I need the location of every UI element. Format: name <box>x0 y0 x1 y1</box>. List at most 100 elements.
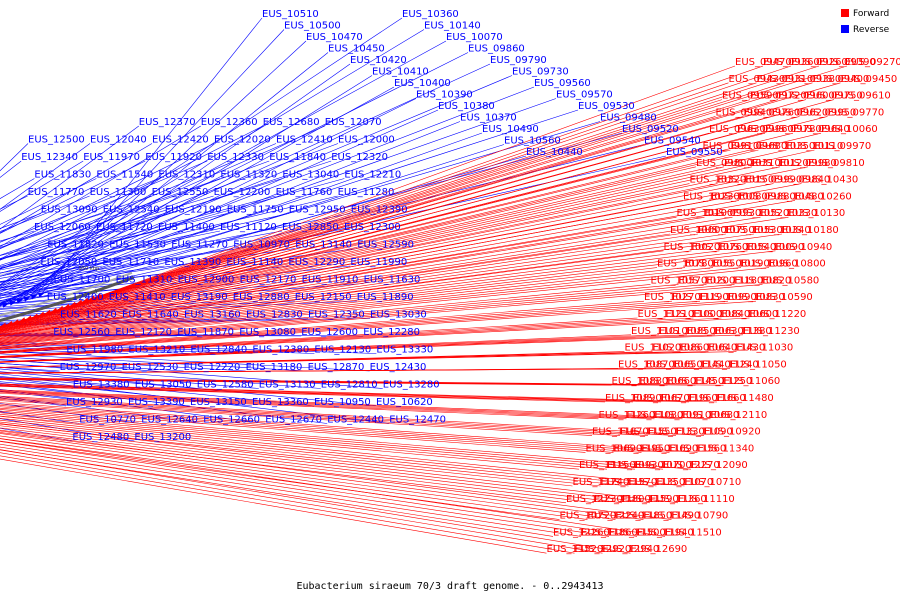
forward-gene-label[interactable]: EUS_10680 <box>683 410 740 421</box>
forward-gene-label[interactable]: EUS_11340 <box>698 443 755 454</box>
reverse-gene-label[interactable]: EUS_10490 <box>482 124 539 135</box>
reverse-gene-arrow[interactable] <box>9 300 16 306</box>
reverse-gene-label[interactable]: EUS_12050 <box>40 257 97 268</box>
forward-gene-label[interactable]: EUS_11030 <box>737 343 794 354</box>
forward-gene-label[interactable]: EUS_12090 <box>691 460 748 471</box>
forward-gene-label[interactable]: EUS_10060 <box>821 124 878 135</box>
reverse-gene-label[interactable]: EUS_13090 <box>41 205 98 216</box>
forward-gene-label[interactable]: EUS_09470 <box>735 57 792 68</box>
reverse-gene-label[interactable]: EUS_11530 <box>109 240 166 251</box>
forward-gene-label[interactable]: EUS_11250 <box>696 376 753 387</box>
reverse-gene-label[interactable]: EUS_11270 <box>171 240 228 251</box>
forward-gene-arrow[interactable] <box>38 311 45 317</box>
reverse-gene-label[interactable]: EUS_09540 <box>644 136 701 147</box>
forward-gene-label[interactable]: EUS_10910 <box>655 410 712 421</box>
reverse-gene-label[interactable]: EUS_10510 <box>262 9 319 20</box>
reverse-gene-label[interactable]: EUS_09530 <box>578 101 635 112</box>
forward-gene-label[interactable]: EUS_10480 <box>767 191 824 202</box>
forward-gene-label[interactable]: EUS_11550 <box>620 427 677 438</box>
reverse-gene-label[interactable]: EUS_12840 <box>190 345 247 356</box>
forward-gene-label[interactable]: EUS_10850 <box>659 326 716 337</box>
forward-gene-label[interactable]: EUS_11850 <box>616 511 673 522</box>
forward-gene-label[interactable]: EUS_09430 <box>729 74 786 85</box>
forward-gene-label[interactable]: EUS_11480 <box>717 393 774 404</box>
forward-gene-label[interactable]: EUS_10920 <box>704 427 761 438</box>
forward-gene-arrow[interactable] <box>63 303 71 309</box>
reverse-gene-label[interactable]: EUS_11540 <box>96 170 153 181</box>
reverse-gene-label[interactable]: EUS_12880 <box>233 292 290 303</box>
forward-gene-label[interactable]: EUS_10870 <box>618 359 675 370</box>
forward-gene-label[interactable]: EUS_10120 <box>752 158 809 169</box>
forward-gene-label[interactable]: EUS_11590 <box>622 494 679 505</box>
forward-gene-label[interactable]: EUS_10780 <box>657 259 714 270</box>
forward-gene-label[interactable]: EUS_11940 <box>637 527 694 538</box>
forward-gene-label[interactable]: EUS_10690 <box>586 443 643 454</box>
reverse-gene-label[interactable]: EUS_12000 <box>338 135 395 146</box>
forward-gene-label[interactable]: EUS_09720 <box>750 91 807 102</box>
forward-gene-label[interactable]: EUS_09930 <box>705 208 762 219</box>
reverse-gene-label[interactable]: EUS_12590 <box>357 240 414 251</box>
forward-gene-label[interactable]: EUS_09380 <box>785 74 842 85</box>
forward-gene-label[interactable]: EUS_10260 <box>795 191 852 202</box>
reverse-gene-label[interactable]: EUS_10140 <box>424 21 481 32</box>
reverse-gene-label[interactable]: EUS_09730 <box>512 67 569 78</box>
reverse-gene-label[interactable]: EUS_10360 <box>402 9 459 20</box>
forward-gene-label[interactable]: EUS_10190 <box>713 259 770 270</box>
forward-gene-label[interactable]: EUS_11230 <box>743 326 800 337</box>
forward-gene-label[interactable]: EUS_10830 <box>728 292 785 303</box>
reverse-gene-label[interactable]: EUS_12310 <box>158 170 215 181</box>
reverse-gene-label[interactable]: EUS_10400 <box>394 78 451 89</box>
forward-gene-label[interactable]: EUS_10890 <box>605 393 662 404</box>
forward-gene-arrow[interactable] <box>70 301 77 307</box>
forward-gene-label[interactable]: EUS_11090 <box>676 427 733 438</box>
reverse-gene-label[interactable]: EUS_12600 <box>301 327 358 338</box>
reverse-gene-label[interactable]: EUS_13190 <box>171 292 228 303</box>
reverse-gene-label[interactable]: EUS_12550 <box>152 187 209 198</box>
reverse-gene-label[interactable]: EUS_12120 <box>115 327 172 338</box>
reverse-gene-label[interactable]: EUS_12210 <box>344 170 401 181</box>
reverse-gene-label[interactable]: EUS_10450 <box>328 44 385 55</box>
forward-gene-label[interactable]: EUS_10720 <box>560 511 617 522</box>
forward-gene-label[interactable]: EUS_11510 <box>665 527 722 538</box>
reverse-gene-label[interactable]: EUS_12430 <box>370 362 427 373</box>
forward-gene-label[interactable]: EUS_11070 <box>657 477 714 488</box>
forward-gene-label[interactable]: EUS_10930 <box>607 460 664 471</box>
reverse-gene-label[interactable]: EUS_09550 <box>666 147 723 158</box>
forward-gene-label[interactable]: EUS_09310 <box>757 74 814 85</box>
forward-gene-label[interactable]: EUS_11210 <box>638 309 695 320</box>
reverse-gene-label[interactable]: EUS_12470 <box>389 415 446 426</box>
forward-gene-label[interactable]: EUS_09390 <box>819 57 876 68</box>
forward-gene-arrow[interactable] <box>82 297 90 303</box>
forward-gene-label[interactable]: EUS_12240 <box>588 511 645 522</box>
forward-gene-arrow[interactable] <box>19 317 26 323</box>
reverse-gene-label[interactable]: EUS_12200 <box>214 187 271 198</box>
reverse-gene-label[interactable]: EUS_11120 <box>220 222 277 233</box>
forward-gene-label[interactable]: EUS_09950 <box>800 107 857 118</box>
forward-gene-label[interactable]: EUS_11010 <box>631 326 688 337</box>
forward-gene-label[interactable]: EUS_10330 <box>761 208 818 219</box>
forward-gene-arrow[interactable] <box>44 309 52 315</box>
forward-gene-label[interactable]: EUS_11430 <box>709 343 766 354</box>
forward-gene-label[interactable]: EUS_10700 <box>635 460 692 471</box>
forward-gene-arrow[interactable] <box>13 319 20 325</box>
forward-gene-label[interactable]: EUS_10990 <box>700 292 757 303</box>
reverse-gene-label[interactable]: EUS_13050 <box>135 380 192 391</box>
reverse-gene-arrow[interactable] <box>37 292 45 298</box>
reverse-gene-label[interactable]: EUS_11820 <box>47 240 104 251</box>
forward-gene-label[interactable]: EUS_11110 <box>678 494 735 505</box>
forward-gene-label[interactable]: EUS_09260 <box>791 57 848 68</box>
reverse-gene-label[interactable]: EUS_11140 <box>226 257 283 268</box>
reverse-gene-label[interactable]: EUS_12670 <box>265 415 322 426</box>
reverse-gene-label[interactable]: EUS_10770 <box>79 415 136 426</box>
reverse-gene-label[interactable]: EUS_10970 <box>233 240 290 251</box>
reverse-gene-label[interactable]: EUS_11870 <box>177 327 234 338</box>
forward-gene-arrow[interactable] <box>25 315 33 321</box>
reverse-gene-label[interactable]: EUS_12660 <box>203 415 260 426</box>
forward-gene-label[interactable]: EUS_10100 <box>677 208 734 219</box>
forward-gene-label[interactable]: EUS_09780 <box>765 124 822 135</box>
reverse-gene-label[interactable]: EUS_13030 <box>370 310 427 321</box>
forward-gene-label[interactable]: EUS_12260 <box>553 527 610 538</box>
reverse-gene-label[interactable]: EUS_12070 <box>325 117 382 128</box>
reverse-gene-label[interactable]: EUS_12680 <box>263 117 320 128</box>
forward-gene-label[interactable]: EUS_10590 <box>756 292 813 303</box>
